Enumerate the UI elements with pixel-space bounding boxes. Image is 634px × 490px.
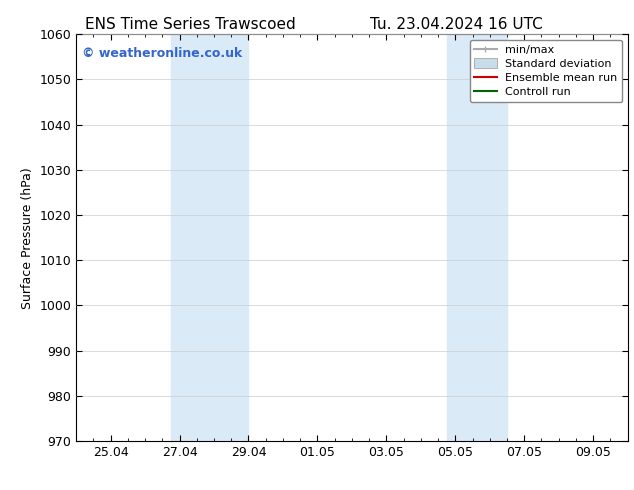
Text: © weatheronline.co.uk: © weatheronline.co.uk (82, 47, 242, 59)
Text: ENS Time Series Trawscoed: ENS Time Series Trawscoed (85, 17, 295, 32)
Y-axis label: Surface Pressure (hPa): Surface Pressure (hPa) (21, 167, 34, 309)
Legend: min/max, Standard deviation, Ensemble mean run, Controll run: min/max, Standard deviation, Ensemble me… (470, 40, 622, 102)
Bar (447, 34, 507, 441)
Text: Tu. 23.04.2024 16 UTC: Tu. 23.04.2024 16 UTC (370, 17, 543, 32)
Bar (171, 34, 249, 441)
